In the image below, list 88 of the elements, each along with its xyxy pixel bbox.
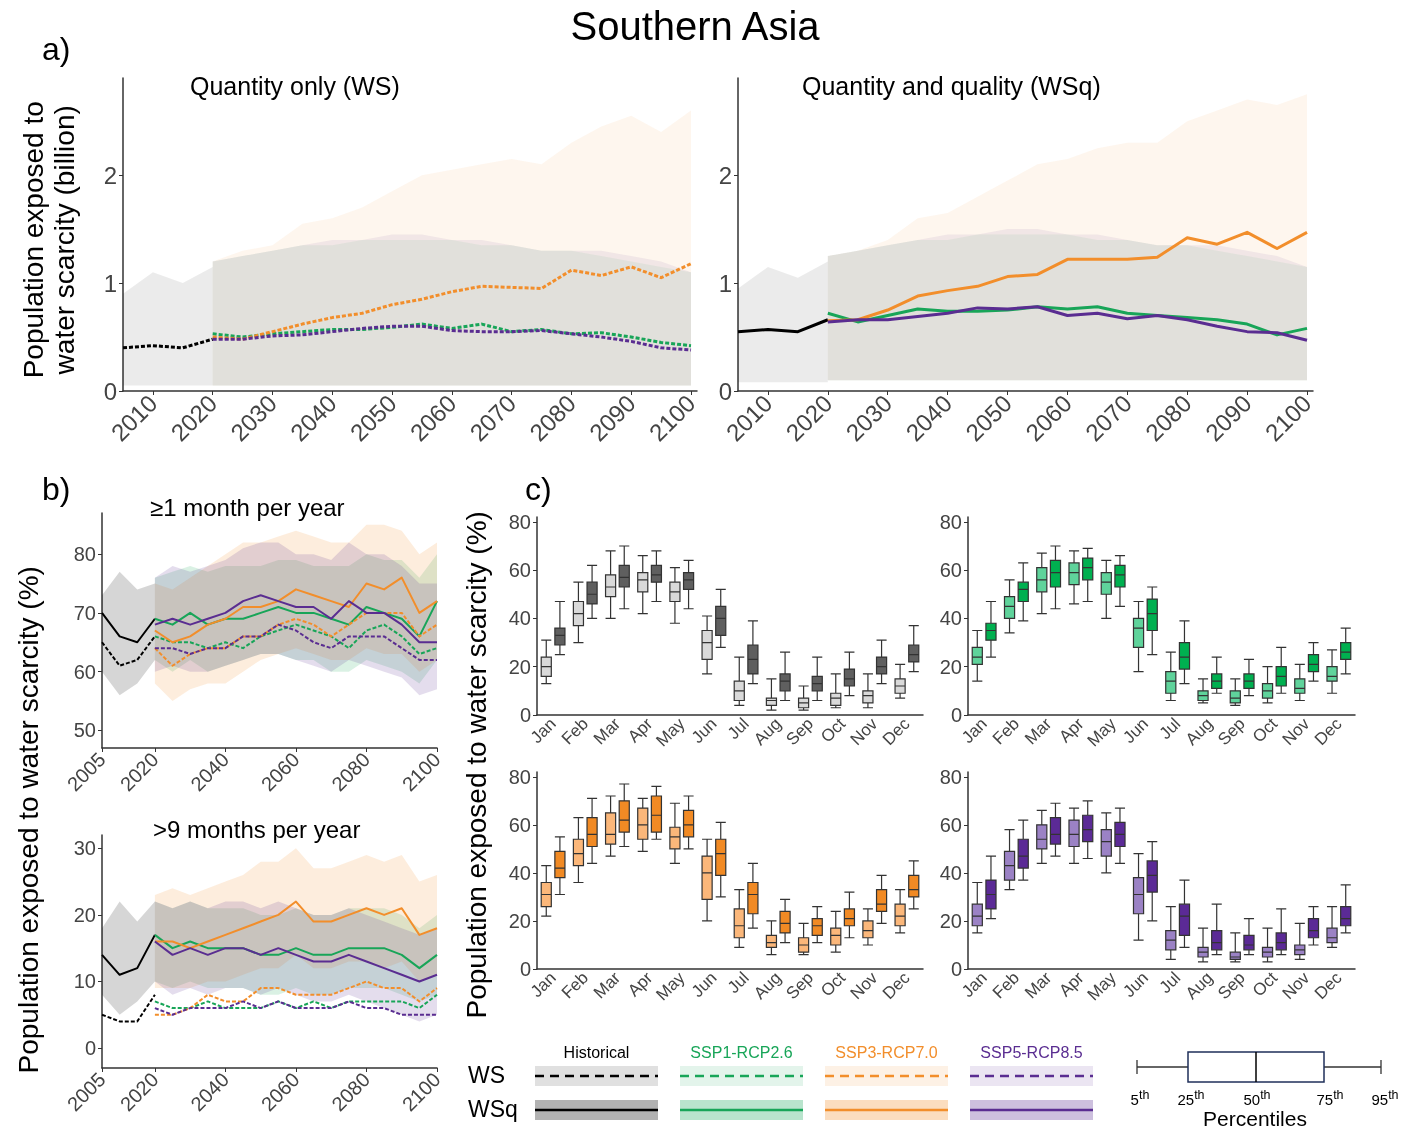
y-tick-label: 0: [950, 958, 962, 980]
y-tick-label: 40: [939, 861, 962, 884]
line-series: [101, 635, 156, 667]
line-series: [153, 600, 438, 638]
y-tick-label: 1: [103, 269, 117, 297]
x-tick-label: Jun: [1119, 714, 1153, 748]
text: 95$^{th}$: [1371, 1088, 1399, 1108]
x-tick-label: Sep: [1214, 968, 1249, 1004]
y-tick-label: 60: [508, 559, 531, 582]
line-series: [153, 611, 438, 667]
y-tick-label: 20: [508, 655, 531, 678]
y-tick-label: 0: [84, 1037, 96, 1060]
y-tick-label: 10: [73, 970, 96, 993]
text: c): [525, 470, 552, 508]
y-tick-label: 60: [939, 813, 962, 836]
x-tick-label: Feb: [557, 714, 592, 749]
y-tick-label: 80: [939, 765, 962, 788]
x-tick-label: Jul: [724, 714, 753, 744]
x-tick-label: Jun: [1119, 968, 1153, 1002]
line-series: [153, 623, 438, 655]
text: SSP3-RCP7.0: [835, 1044, 938, 1063]
x-tick-label: Jun: [687, 714, 721, 748]
text: a): [42, 30, 71, 68]
line-series: [153, 576, 438, 644]
x-tick-label: Aug: [750, 968, 785, 1004]
chart-title: Quantity and quality (WSq): [802, 71, 1101, 100]
y-tick-label: 1: [718, 269, 732, 297]
y-tick-label: 80: [508, 765, 531, 788]
text: Historical: [563, 1044, 630, 1063]
legend-title: WSq: [468, 1096, 518, 1124]
line-series: [153, 594, 438, 644]
text: SSP1-RCP2.6: [690, 1044, 793, 1063]
x-tick-label: Sep: [1214, 714, 1249, 750]
chart-title: ≥1 month per year: [150, 493, 345, 521]
y-tick-label: 2: [718, 161, 732, 189]
y-axis-title: Population exposed to water scarcity (%): [460, 510, 494, 1021]
y-tick-label: 20: [508, 909, 531, 932]
x-tick-label: Jun: [687, 968, 721, 1002]
y-tick-label: 40: [939, 607, 962, 630]
y-axis-title: Population exposed to water scarcity (billion): [18, 100, 81, 381]
x-tick-label: Sep: [782, 968, 818, 1004]
line-series: [153, 940, 438, 983]
text: SSP5-RCP8.5: [980, 1044, 1083, 1063]
x-tick-label: Mar: [1021, 968, 1056, 1003]
chart-title: Quantity only (WS): [190, 71, 400, 100]
x-tick-label: Mar: [1021, 714, 1056, 749]
text: Southern Asia: [570, 4, 820, 49]
x-tick-label: Feb: [988, 714, 1024, 749]
y-tick-label: 60: [508, 813, 531, 836]
text: 50$^{th}$: [1243, 1088, 1271, 1108]
y-tick-label: 80: [73, 543, 96, 566]
x-tick-label: Mar: [590, 714, 625, 749]
y-tick-label: 50: [73, 719, 96, 742]
y-tick-label: 20: [939, 655, 962, 678]
x-tick-label: Mar: [590, 968, 625, 1003]
y-tick-label: 70: [73, 601, 96, 624]
line-series: [153, 623, 438, 661]
text: 5$^{th}$: [1130, 1088, 1150, 1108]
x-tick-label: Feb: [988, 968, 1024, 1003]
y-tick-label: 80: [508, 510, 531, 533]
line-series: [211, 262, 693, 341]
line-series: [101, 933, 156, 976]
y-axis-title: Population exposed to water scarcity (%): [12, 565, 46, 1076]
line-series: [101, 611, 156, 644]
legend-title: WS: [468, 1062, 506, 1090]
y-tick-label: 0: [519, 958, 531, 980]
y-tick-label: 30: [73, 837, 96, 860]
text: 25$^{th}$: [1177, 1088, 1205, 1108]
chart-title: >9 months per year: [153, 815, 361, 843]
y-tick-label: 20: [73, 903, 96, 926]
y-tick-label: 20: [939, 909, 962, 932]
y-tick-label: 80: [939, 510, 962, 533]
line-series: [153, 980, 438, 1016]
text: b): [42, 470, 71, 508]
y-tick-label: 0: [519, 704, 531, 726]
text: 75$^{th}$: [1316, 1088, 1344, 1108]
line-series: [826, 230, 1309, 323]
x-tick-label: Feb: [557, 968, 592, 1003]
y-tick-label: 40: [508, 607, 531, 630]
y-tick-label: 60: [73, 660, 96, 683]
y-tick-label: 60: [939, 559, 962, 582]
text: Percentiles: [1203, 1107, 1307, 1130]
y-tick-label: 2: [103, 161, 117, 189]
x-tick-label: Sep: [782, 714, 818, 750]
y-tick-label: 40: [508, 861, 531, 884]
x-tick-label: Aug: [750, 714, 785, 750]
x-tick-label: Jul: [724, 968, 753, 998]
y-tick-label: 0: [950, 704, 962, 726]
